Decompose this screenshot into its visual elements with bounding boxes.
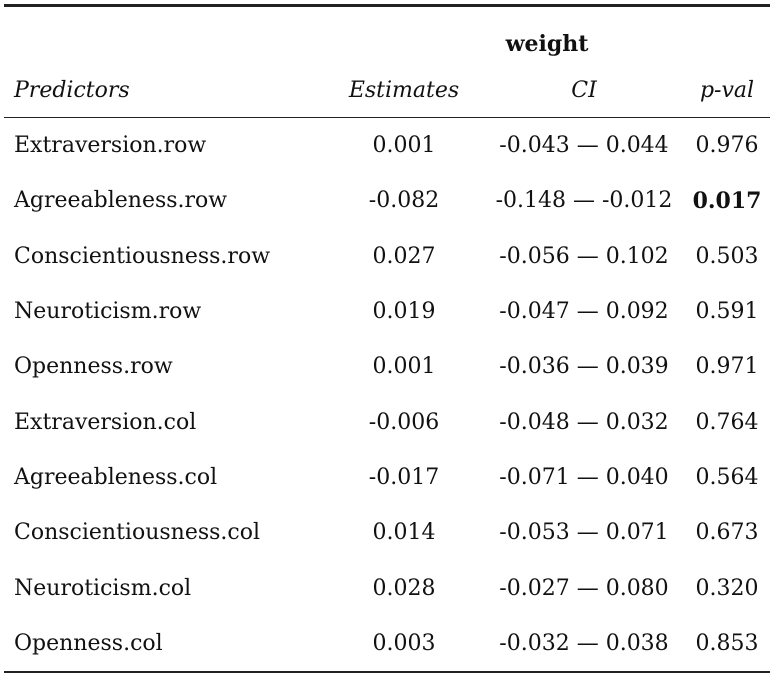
ci-cell: -0.048 — 0.032 — [499, 409, 669, 435]
table-row: Agreeableness.row -0.082 -0.148 — -0.012 0.… — [4, 173, 770, 228]
table-header: weight Predictors Estimates CI p-val — [4, 4, 771, 118]
p-value-cell: 0.976 — [695, 133, 759, 159]
ci-cell: -0.053 — 0.071 — [499, 520, 669, 546]
table-row: Extraversion.row 0.001 -0.043 — 0.044 0.976 — [4, 118, 770, 174]
column-header-row: Predictors Estimates CI p-val — [4, 63, 771, 118]
predictor-cell: Extraversion.col — [14, 409, 197, 435]
column-header-estimates: Estimates — [324, 63, 484, 118]
predictor-cell: Conscientiousness.row — [14, 243, 271, 269]
regression-table-container: weight Predictors Estimates CI p-val Ext… — [4, 0, 771, 673]
estimate-cell: 0.019 — [372, 299, 436, 325]
predictor-cell: Openness.col — [4, 615, 324, 673]
table-row: Conscientiousness.col 0.014 -0.053 — 0.071… — [4, 505, 770, 560]
estimate-cell: -0.017 — [368, 464, 440, 490]
column-header-p-value: p-val — [684, 63, 771, 118]
table-row: Conscientiousness.row 0.027 -0.056 — 0.102… — [4, 229, 770, 284]
table-row: Openness.row 0.001 -0.036 — 0.039 0.971 — [4, 339, 770, 394]
table-row: Neuroticism.col 0.028 -0.027 — 0.080 0.320 — [4, 560, 770, 615]
estimate-cell: 0.001 — [372, 354, 436, 380]
p-value-cell: 0.971 — [695, 354, 759, 380]
estimate-cell: 0.014 — [372, 520, 436, 546]
predictor-cell: Extraversion.row — [14, 133, 207, 159]
ci-cell: -0.148 — -0.012 — [495, 188, 673, 214]
regression-table: weight Predictors Estimates CI p-val Ext… — [4, 4, 771, 673]
estimate-cell: -0.006 — [368, 409, 440, 435]
header-spacer — [4, 4, 324, 63]
p-value-cell: 0.764 — [695, 409, 759, 435]
p-value-cell: 0.853 — [684, 615, 771, 673]
p-value-cell: 0.564 — [695, 464, 759, 490]
dependent-variable-row: weight — [4, 4, 771, 63]
table-row: Openness.col 0.003 -0.032 — 0.038 0.853 — [4, 615, 771, 673]
table-row: Extraversion.col -0.006 -0.048 — 0.032 0.76… — [4, 394, 770, 449]
p-value-cell: 0.673 — [695, 520, 759, 546]
estimate-cell: -0.082 — [368, 188, 440, 214]
estimate-cell: 0.001 — [372, 133, 436, 159]
ci-cell: -0.027 — 0.080 — [499, 575, 669, 601]
ci-cell: -0.047 — 0.092 — [499, 299, 669, 325]
estimate-cell: 0.003 — [324, 615, 484, 673]
p-value-cell: 0.503 — [695, 243, 759, 269]
predictor-cell: Neuroticism.col — [14, 575, 192, 601]
p-value-cell: 0.591 — [695, 299, 759, 325]
ci-cell: -0.056 — 0.102 — [499, 243, 669, 269]
predictor-cell: Neuroticism.row — [14, 299, 202, 325]
table-row: Neuroticism.row 0.019 -0.047 — 0.092 0.591 — [4, 284, 770, 339]
predictor-cell: Openness.row — [14, 354, 173, 380]
predictor-cell: Agreeableness.col — [14, 464, 218, 490]
predictor-cell: Agreeableness.row — [14, 188, 228, 214]
dependent-variable-label: weight — [324, 4, 771, 63]
ci-cell: -0.032 — 0.038 — [484, 615, 684, 673]
estimate-cell: 0.028 — [372, 575, 436, 601]
p-value-cell: 0.320 — [695, 575, 759, 601]
ci-cell: -0.036 — 0.039 — [499, 354, 669, 380]
estimate-cell: 0.027 — [372, 243, 436, 269]
column-header-predictors: Predictors — [4, 63, 324, 118]
table-row: Agreeableness.col -0.017 -0.071 — 0.040 0.5… — [4, 450, 770, 505]
ci-cell: -0.043 — 0.044 — [499, 133, 669, 159]
column-header-ci: CI — [484, 63, 684, 118]
predictor-cell: Conscientiousness.col — [14, 520, 261, 546]
table-body: Extraversion.row 0.001 -0.043 — 0.044 0.976… — [4, 118, 771, 673]
ci-cell: -0.071 — 0.040 — [499, 464, 669, 490]
p-value-cell: 0.017 — [692, 187, 762, 214]
